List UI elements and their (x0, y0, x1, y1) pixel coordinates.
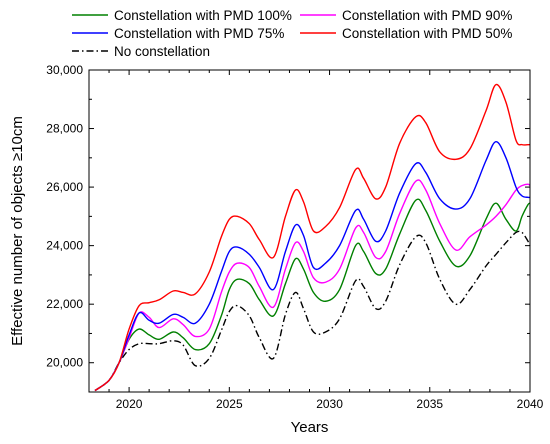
x-tick-label: 2030 (316, 397, 343, 411)
series-line-1 (94, 198, 531, 392)
axes: 2020 2025 2030 2035 2040 20,000 22,000 24,000 26… (46, 63, 543, 411)
x-tick-label: 2035 (416, 397, 443, 411)
legend-label-5: No constellation (114, 44, 210, 59)
y-tick-label: 26,000 (46, 180, 83, 194)
series-layer (94, 83, 531, 392)
legend: Constellation with PMD 100% Constellation… (72, 8, 512, 59)
y-tick-label: 20,000 (46, 356, 83, 370)
x-tick-label: 2040 (517, 397, 544, 411)
y-tick-label: 28,000 (46, 122, 83, 136)
legend-label-1: Constellation with PMD 100% (114, 8, 292, 23)
legend-label-2: Constellation with PMD 90% (342, 8, 512, 23)
x-tick-label: 2020 (116, 397, 143, 411)
y-axis-title: Effective number of objects ≥10cm (9, 116, 26, 346)
series-line-4 (94, 83, 530, 392)
y-tick-label: 22,000 (46, 297, 83, 311)
series-line-5 (94, 230, 531, 392)
series-line-3 (94, 141, 531, 392)
y-tick-label: 24,000 (46, 239, 83, 253)
x-tick-label: 2025 (216, 397, 243, 411)
legend-label-4: Constellation with PMD 50% (342, 26, 512, 41)
series-line-2 (94, 179, 531, 392)
y-tick-label: 30,000 (46, 63, 83, 77)
legend-label-3: Constellation with PMD 75% (114, 26, 284, 41)
plot-frame (88, 69, 531, 393)
x-axis-title: Years (291, 419, 329, 436)
